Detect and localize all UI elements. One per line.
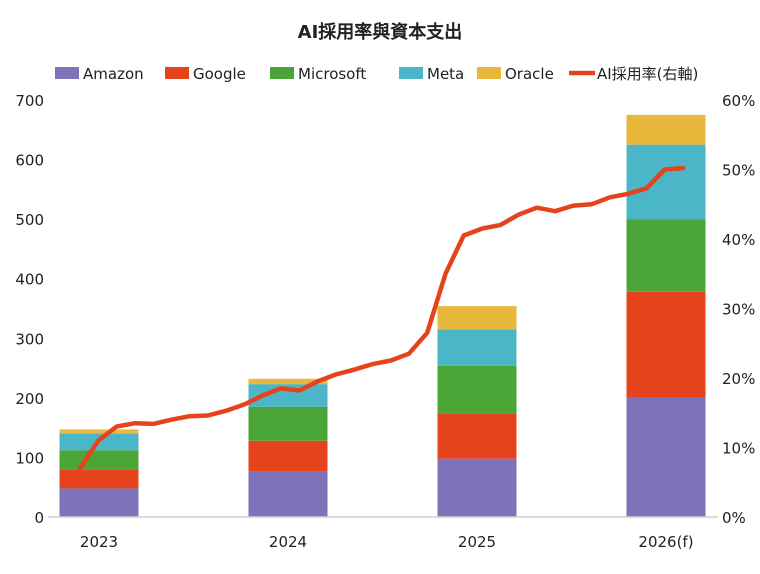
x-tick-label: 2023 <box>80 533 118 551</box>
right-tick-label: 30% <box>722 301 755 319</box>
legend-swatch <box>55 67 79 79</box>
legend-item: Google <box>165 65 246 83</box>
legend-item: Meta <box>399 65 464 83</box>
legend-label: Microsoft <box>298 65 366 83</box>
legend-swatch <box>165 67 189 79</box>
bar-segment-google <box>248 440 328 472</box>
bar-segment-amazon <box>626 397 706 517</box>
right-axis: 0% 10% 20% 30% 40% 50% 60% <box>722 92 755 527</box>
x-axis: 2023 2024 2025 2026(f) <box>48 516 718 551</box>
legend-label: Google <box>193 65 246 83</box>
bar-segment-google <box>437 413 517 459</box>
left-tick-label: 100 <box>15 449 44 467</box>
left-tick-label: 600 <box>15 152 44 170</box>
bar-segment-microsoft <box>59 450 139 470</box>
bar-segment-amazon <box>248 471 328 517</box>
bar-segment-meta <box>437 329 517 366</box>
bar-segment-microsoft <box>437 365 517 414</box>
adoption-rate-line <box>77 165 686 471</box>
legend: Amazon Google Microsoft Meta Oracle AI採用率(右軸) <box>55 65 698 83</box>
legend-swatch <box>270 67 294 79</box>
bar-segment-oracle <box>437 306 517 330</box>
bar-segment-amazon <box>437 458 517 517</box>
bar-segment-google <box>626 291 706 398</box>
legend-label: Meta <box>427 65 464 83</box>
legend-item: Oracle <box>477 65 554 83</box>
x-tick-label: 2026(f) <box>638 533 693 551</box>
x-tick-label: 2025 <box>458 533 496 551</box>
legend-label: Amazon <box>83 65 144 83</box>
bars <box>59 114 706 517</box>
legend-item: AI採用率(右軸) <box>569 65 698 83</box>
bar-segment-oracle <box>248 378 328 385</box>
bar-segment-google <box>59 469 139 489</box>
bar-segment-microsoft <box>626 219 706 292</box>
bar-segment-oracle <box>626 114 706 145</box>
legend-label: AI採用率(右軸) <box>597 65 698 83</box>
right-tick-label: 50% <box>722 162 755 180</box>
right-tick-label: 0% <box>722 509 746 527</box>
x-tick-label: 2024 <box>269 533 307 551</box>
left-tick-label: 200 <box>15 390 44 408</box>
bar-segment-meta <box>626 144 706 220</box>
right-tick-label: 20% <box>722 370 755 388</box>
left-tick-label: 300 <box>15 330 44 348</box>
legend-item: Microsoft <box>270 65 366 83</box>
right-tick-label: 10% <box>722 440 755 458</box>
legend-label: Oracle <box>505 65 554 83</box>
bar-segment-oracle <box>59 429 139 434</box>
left-tick-label: 400 <box>15 271 44 289</box>
line <box>77 165 686 471</box>
bar-segment-microsoft <box>248 406 328 441</box>
left-axis: 0 100 200 300 400 500 600 700 <box>15 92 44 527</box>
legend-item: Amazon <box>55 65 144 83</box>
right-tick-label: 60% <box>722 92 755 110</box>
left-tick-label: 700 <box>15 92 44 110</box>
bar-segment-meta <box>248 384 328 407</box>
right-tick-label: 40% <box>722 231 755 249</box>
bar-segment-amazon <box>59 488 139 517</box>
left-tick-label: 500 <box>15 211 44 229</box>
legend-swatch <box>399 67 423 79</box>
left-tick-label: 0 <box>34 509 44 527</box>
chart-title: AI採用率與資本支出 <box>298 21 463 43</box>
legend-swatch <box>477 67 501 79</box>
